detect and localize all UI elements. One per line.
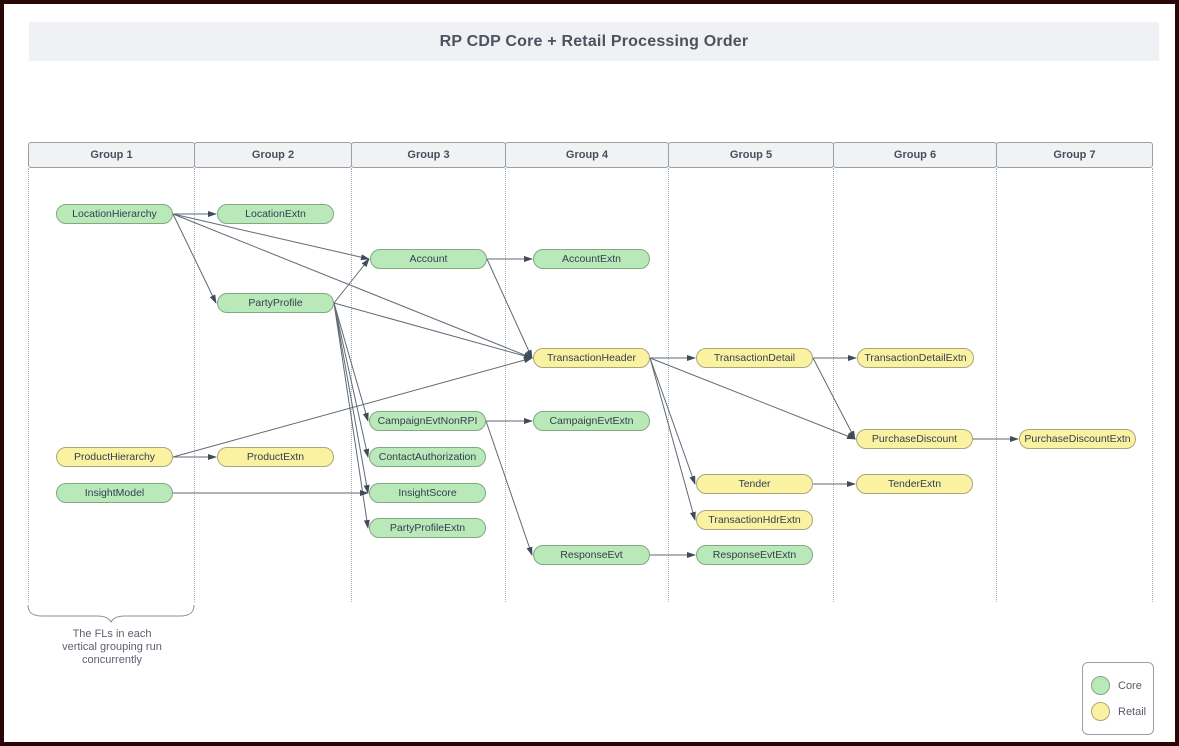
group-header-4: Group 4 xyxy=(505,142,669,168)
column-divider xyxy=(505,168,506,602)
node-TransactionHdrExtn[interactable]: TransactionHdrExtn xyxy=(696,510,813,530)
edge-TransactionHeader-Tender xyxy=(649,357,696,485)
node-TransactionDetailExtn[interactable]: TransactionDetailExtn xyxy=(857,348,974,368)
node-LocationExtn[interactable]: LocationExtn xyxy=(217,204,334,224)
edge-PartyProfile-TransactionHeader xyxy=(333,302,533,359)
legend: Core Retail xyxy=(1082,662,1154,735)
column-divider xyxy=(996,168,997,602)
node-ContactAuthorization[interactable]: ContactAuthorization xyxy=(369,447,486,467)
legend-label: Retail xyxy=(1118,705,1147,718)
node-ProductExtn[interactable]: ProductExtn xyxy=(217,447,334,467)
node-PartyProfile[interactable]: PartyProfile xyxy=(217,293,334,313)
edge-Account-TransactionHeader xyxy=(486,258,533,359)
group-header-1: Group 1 xyxy=(28,142,195,168)
node-LocationHierarchy[interactable]: LocationHierarchy xyxy=(56,204,173,224)
column-divider xyxy=(351,168,352,602)
node-TransactionHeader[interactable]: TransactionHeader xyxy=(533,348,650,368)
node-ResponseEvtExtn[interactable]: ResponseEvtExtn xyxy=(696,545,813,565)
legend-item-retail: Retail xyxy=(1091,702,1153,721)
group-header-6: Group 6 xyxy=(833,142,997,168)
node-CampaignEvtExtn[interactable]: CampaignEvtExtn xyxy=(533,411,650,431)
node-ProductHierarchy[interactable]: ProductHierarchy xyxy=(56,447,173,467)
node-ResponseEvt[interactable]: ResponseEvt xyxy=(533,545,650,565)
node-Account[interactable]: Account xyxy=(370,249,487,269)
legend-label: Core xyxy=(1118,679,1142,692)
concurrency-note-line: concurrently xyxy=(82,654,142,666)
node-PurchaseDiscountExtn[interactable]: PurchaseDiscountExtn xyxy=(1019,429,1136,449)
node-Tender[interactable]: Tender xyxy=(696,474,813,494)
concurrency-note: The FLs in each vertical grouping run co… xyxy=(31,628,193,667)
edge-LocationHierarchy-TransactionHeader xyxy=(172,213,533,359)
concurrency-note-line: The FLs in each xyxy=(72,628,152,640)
core-swatch-icon xyxy=(1091,676,1110,695)
node-CampaignEvtNonRPI[interactable]: CampaignEvtNonRPI xyxy=(369,411,486,431)
node-InsightModel[interactable]: InsightModel xyxy=(56,483,173,503)
node-AccountExtn[interactable]: AccountExtn xyxy=(533,249,650,269)
group-header-5: Group 5 xyxy=(668,142,834,168)
page-title: RP CDP Core + Retail Processing Order xyxy=(29,22,1159,61)
edge-ProductHierarchy-TransactionHeader xyxy=(172,357,533,458)
node-TenderExtn[interactable]: TenderExtn xyxy=(856,474,973,494)
node-TransactionDetail[interactable]: TransactionDetail xyxy=(696,348,813,368)
group-header-2: Group 2 xyxy=(194,142,352,168)
edge-CampaignEvtNonRPI-ResponseEvt xyxy=(485,420,533,556)
edge-TransactionDetail-PurchaseDiscount xyxy=(812,357,856,440)
concurrency-brace xyxy=(27,604,195,624)
node-InsightScore[interactable]: InsightScore xyxy=(369,483,486,503)
group-header-7: Group 7 xyxy=(996,142,1153,168)
column-divider xyxy=(28,168,29,602)
column-divider xyxy=(1152,168,1153,602)
concurrency-note-line: vertical grouping run xyxy=(62,641,162,653)
legend-item-core: Core xyxy=(1091,676,1153,695)
column-divider xyxy=(668,168,669,602)
node-PurchaseDiscount[interactable]: PurchaseDiscount xyxy=(856,429,973,449)
node-PartyProfileExtn[interactable]: PartyProfileExtn xyxy=(369,518,486,538)
column-divider xyxy=(194,168,195,602)
group-header-3: Group 3 xyxy=(351,142,506,168)
column-divider xyxy=(833,168,834,602)
edge-TransactionHeader-TransactionHdrExtn xyxy=(649,357,696,521)
retail-swatch-icon xyxy=(1091,702,1110,721)
edge-TransactionHeader-PurchaseDiscount xyxy=(649,357,856,440)
